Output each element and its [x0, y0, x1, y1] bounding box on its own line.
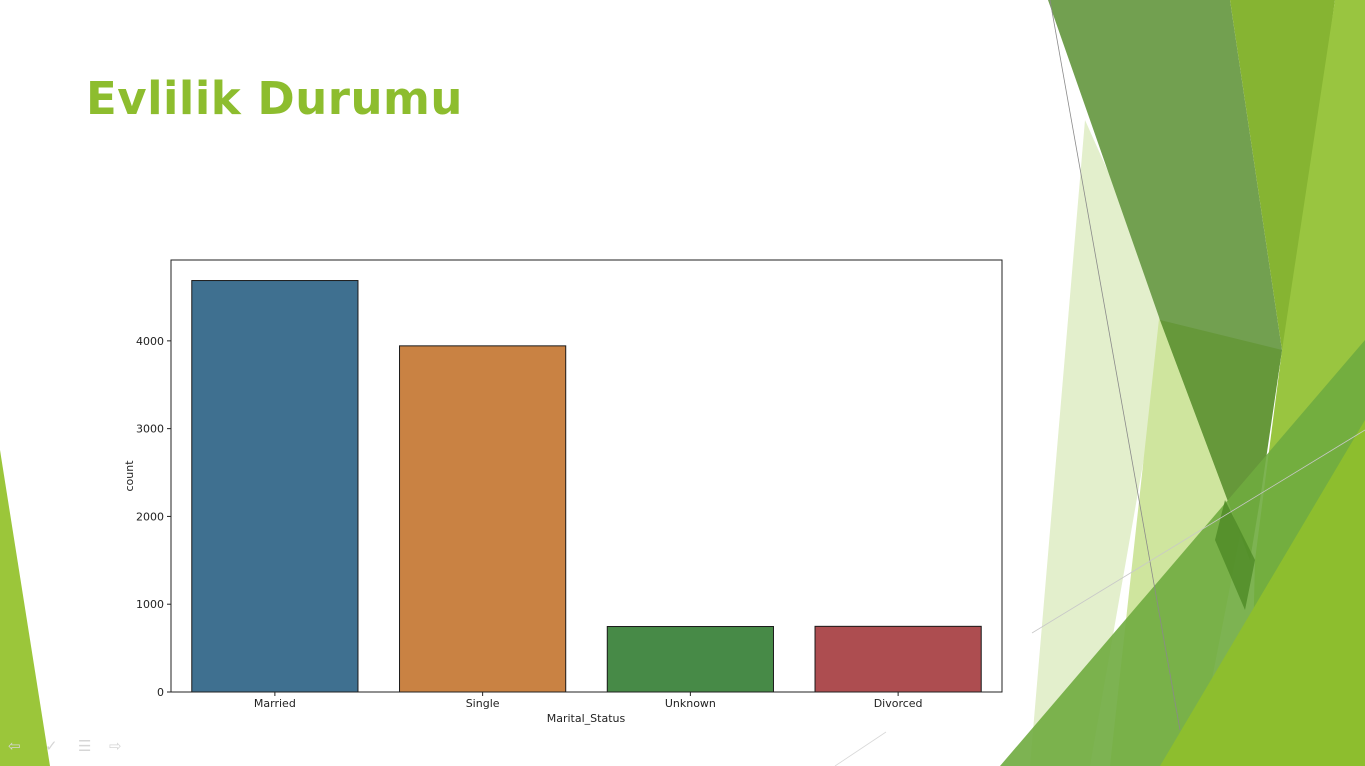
y-axis-label: count	[123, 460, 136, 492]
back-arrow-icon[interactable]: ⇦	[8, 737, 21, 755]
x-axis-label: Marital_Status	[547, 712, 626, 725]
y-tick-label: 0	[157, 686, 164, 699]
y-tick-label: 1000	[136, 598, 164, 611]
x-tick-label: Single	[466, 697, 500, 710]
left-green-strip	[0, 450, 50, 766]
right-pale-facet	[1030, 120, 1170, 766]
x-tick-label: Divorced	[874, 697, 923, 710]
right-dark-facet	[1215, 500, 1255, 610]
right-upper-green-facet	[1230, 0, 1335, 350]
bar-single	[399, 345, 567, 693]
right-bottom-bright-facet	[1160, 420, 1365, 766]
x-tick-label: Married	[254, 697, 296, 710]
bar-unknown	[606, 626, 774, 693]
y-tick-label: 4000	[136, 335, 164, 348]
y-tick-label: 3000	[136, 423, 164, 436]
forward-arrow-icon[interactable]: ⇨	[109, 737, 122, 755]
right-thin-line	[1049, 0, 1181, 731]
bottom-thin-line	[834, 731, 887, 766]
bar-divorced	[814, 625, 982, 693]
bar-married	[191, 280, 359, 693]
plot-frame	[170, 259, 1003, 693]
y-tick-label: 2000	[136, 510, 164, 523]
slide-title: Evlilik Durumu	[86, 72, 463, 125]
right-thin-line-2	[1031, 429, 1365, 634]
x-tick-label: Unknown	[665, 697, 716, 710]
menu-icon[interactable]: ☰	[78, 737, 92, 755]
pen-icon[interactable]: ✓	[45, 737, 58, 755]
